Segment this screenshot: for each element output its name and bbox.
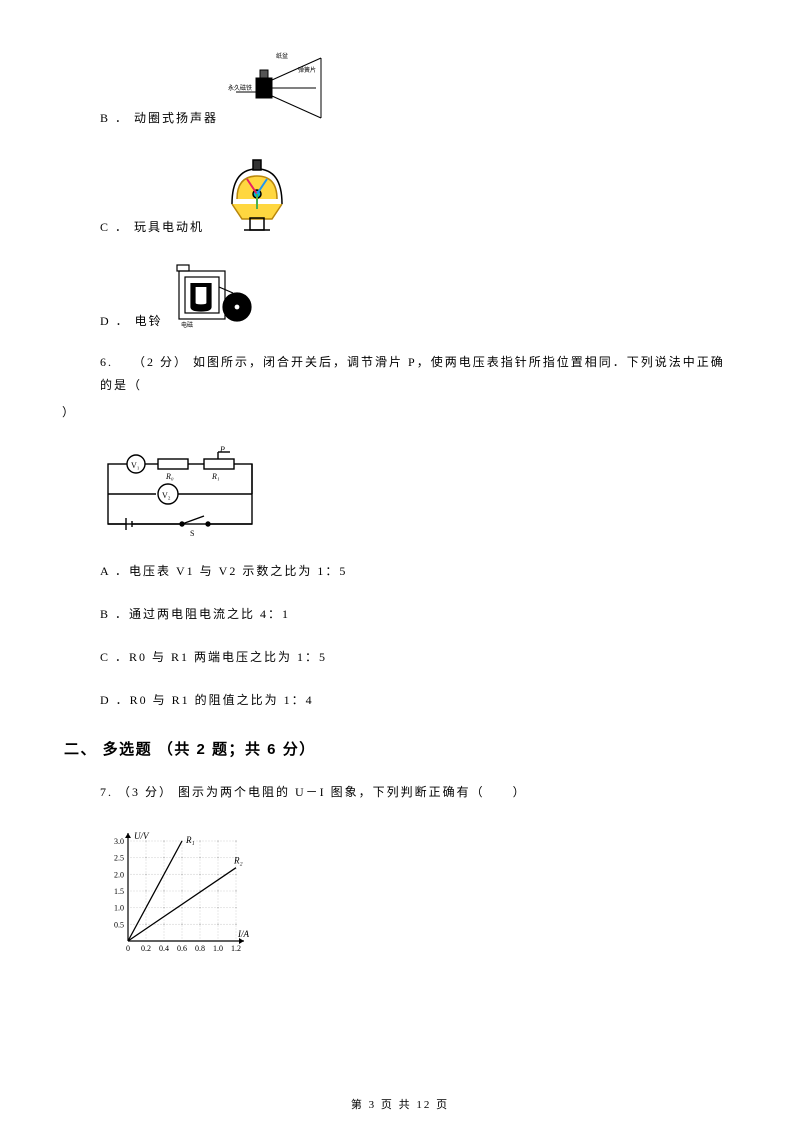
q6-number: 6. [100, 355, 113, 369]
section-2-header: 二、 多选题 （共 2 题；共 6 分） [64, 738, 730, 759]
svg-text:U/V: U/V [134, 831, 150, 841]
footer-right: 页 [431, 1099, 449, 1111]
q6-option-b: B ．通过两电阻电流之比 4：1 [100, 605, 730, 622]
question-6-close: ） [62, 403, 730, 420]
option-b-letter: B ． [100, 111, 129, 125]
q7-points: （3 分） [118, 785, 173, 799]
footer-total: 12 [416, 1099, 431, 1111]
footer-page: 3 [369, 1099, 377, 1111]
footer-mid: 页 共 [376, 1099, 416, 1111]
q6-option-d: D ．R0 与 R1 的阻值之比为 1：4 [100, 691, 730, 708]
question-6: 6. （2 分） 如图所示，闭合开关后，调节滑片 P，使两电压表指针所指位置相同… [100, 351, 730, 397]
svg-text:1.2: 1.2 [231, 944, 241, 953]
svg-text:P: P [219, 446, 225, 454]
option-c-label: C ． 玩具电动机 [100, 218, 204, 239]
speaker-image: 纸盆 弹簧片 永久磁铁 [226, 50, 336, 130]
q7-number: 7. [100, 785, 113, 799]
page-footer: 第 3 页 共 12 页 [0, 1096, 800, 1112]
option-c-letter: C ． [100, 220, 129, 234]
option-b-label: B ． 动圈式扬声器 [100, 109, 218, 130]
svg-text:1.0: 1.0 [213, 944, 223, 953]
motor-image [212, 154, 302, 239]
svg-text:3.0: 3.0 [114, 837, 124, 846]
svg-text:2.5: 2.5 [114, 854, 124, 863]
svg-text:R₁: R₁ [185, 835, 195, 845]
option-d-row: D ． 电铃 电磁 [100, 263, 730, 333]
q6-option-a: A ．电压表 V1 与 V2 示数之比为 1：5 [100, 562, 730, 579]
svg-text:0.5: 0.5 [114, 921, 124, 930]
svg-text:2.0: 2.0 [114, 871, 124, 880]
option-b-row: B ． 动圈式扬声器 纸盆 弹簧片 永久磁铁 [100, 50, 730, 130]
svg-text:R₀: R₀ [165, 472, 174, 481]
q6-close-paren: ） [62, 405, 76, 419]
svg-text:0.8: 0.8 [195, 944, 205, 953]
q7-text: 图示为两个电阻的 U－I 图象，下列判断正确有（ ） [178, 785, 527, 799]
svg-text:S: S [190, 529, 194, 536]
option-d-text: 电铃 [135, 314, 163, 328]
option-b-text: 动圈式扬声器 [134, 111, 218, 125]
svg-text:永久磁铁: 永久磁铁 [228, 84, 252, 92]
svg-text:纸盆: 纸盆 [276, 52, 288, 60]
svg-text:V₂: V₂ [162, 491, 171, 500]
footer-left: 第 [351, 1099, 369, 1111]
svg-text:0.6: 0.6 [177, 944, 187, 953]
svg-text:I/A: I/A [237, 929, 249, 939]
svg-text:0.4: 0.4 [159, 944, 169, 953]
option-c-text: 玩具电动机 [134, 220, 204, 234]
question-7: 7. （3 分） 图示为两个电阻的 U－I 图象，下列判断正确有（ ） [100, 781, 730, 804]
circuit-diagram: V₁ R₀ P R₁ V₂ S [100, 446, 730, 536]
svg-text:0.2: 0.2 [141, 944, 151, 953]
q6-option-c: C ．R0 与 R1 两端电压之比为 1：5 [100, 648, 730, 665]
svg-text:R₁: R₁ [211, 472, 220, 481]
q6-points: （2 分） [133, 355, 188, 369]
option-c-row: C ． 玩具电动机 [100, 154, 730, 239]
svg-text:0: 0 [126, 944, 130, 953]
svg-text:R₂: R₂ [233, 856, 243, 866]
q6-text: 如图所示，闭合开关后，调节滑片 P，使两电压表指针所指位置相同．下列说法中正确的… [100, 355, 725, 392]
svg-text:1.0: 1.0 [114, 904, 124, 913]
option-d-label: D ． 电铃 [100, 312, 163, 333]
svg-text:弹簧片: 弹簧片 [298, 66, 316, 74]
bell-image: 电磁 [171, 263, 256, 333]
ui-graph: 0.5 1.0 1.5 2.0 2.5 3.0 0 0.2 0.4 0.6 0.8 1.0 1.2 U/V… [100, 829, 730, 959]
svg-text:1.5: 1.5 [114, 887, 124, 896]
svg-text:V₁: V₁ [131, 461, 140, 470]
svg-text:电磁: 电磁 [181, 321, 193, 329]
option-d-letter: D ． [100, 314, 130, 328]
